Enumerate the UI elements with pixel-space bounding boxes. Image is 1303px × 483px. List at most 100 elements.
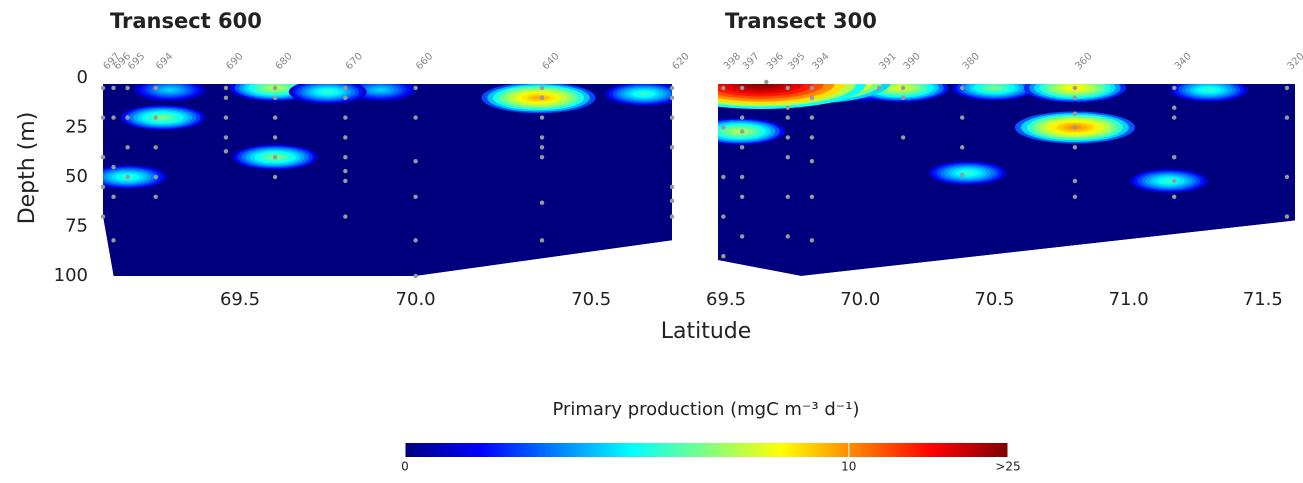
sample-point <box>343 135 348 140</box>
sample-point <box>125 115 130 120</box>
sample-point <box>100 214 106 219</box>
sample-point <box>809 115 815 120</box>
sample-point <box>1284 115 1290 120</box>
station-label: 394 <box>810 51 831 72</box>
sample-point <box>153 115 158 120</box>
sample-point <box>1284 85 1290 91</box>
sample-point <box>809 194 815 199</box>
sample-point <box>272 115 278 120</box>
sample-point <box>343 155 348 160</box>
sample-point <box>272 135 278 140</box>
sample-point <box>1072 95 1078 101</box>
contour-level <box>729 83 793 92</box>
hotspot <box>963 171 972 175</box>
sample-point <box>1172 105 1177 110</box>
sample-point <box>272 174 278 180</box>
sample-point <box>900 135 906 140</box>
sample-point <box>539 115 545 120</box>
sample-point <box>1172 178 1177 184</box>
sample-point <box>785 194 790 199</box>
sample-point <box>721 254 726 259</box>
sample-point <box>125 145 130 150</box>
station-label: 397 <box>741 51 762 72</box>
station-label: 620 <box>670 51 691 72</box>
sample-point <box>669 184 675 190</box>
sample-point <box>539 155 545 160</box>
sample-point <box>125 174 130 180</box>
colorbar-tick-label: >25 <box>995 460 1020 474</box>
y-axis-label: Depth (m) <box>15 112 40 225</box>
sample-point <box>413 194 418 199</box>
station-label: 680 <box>274 51 295 72</box>
sample-point <box>111 115 116 120</box>
contour-field <box>718 83 1295 276</box>
sample-point <box>960 172 965 178</box>
sample-point <box>539 238 545 243</box>
sample-point <box>669 115 675 120</box>
x-tick-label: 70.0 <box>396 289 436 310</box>
sample-point <box>785 155 790 160</box>
sample-point <box>1284 174 1290 180</box>
sample-point <box>739 174 745 180</box>
sample-point <box>272 95 278 101</box>
hotspot <box>990 86 999 90</box>
sample-point <box>900 85 906 91</box>
sample-point <box>876 85 882 91</box>
sample-point <box>960 85 965 91</box>
sample-point <box>343 214 348 219</box>
station-label: 380 <box>961 51 982 72</box>
sample-point <box>785 234 790 239</box>
sample-point <box>223 95 229 101</box>
sample-point <box>721 85 726 91</box>
sample-point <box>413 85 418 91</box>
sample-point <box>1072 125 1078 130</box>
colorbar-tick-label: 10 <box>841 460 856 474</box>
sample-point <box>785 115 790 120</box>
station-label: 390 <box>902 51 923 72</box>
station-label: 396 <box>765 51 786 72</box>
hotspot <box>1164 179 1173 183</box>
station-label: 694 <box>154 51 175 72</box>
station-label: 391 <box>877 51 898 72</box>
sample-point <box>721 174 726 180</box>
sample-point <box>343 85 348 91</box>
sample-point <box>1172 115 1177 120</box>
sample-point <box>343 115 348 120</box>
sample-point <box>960 145 965 150</box>
sample-point <box>223 85 229 91</box>
colorbar-tick-label: 0 <box>401 460 409 474</box>
sample-point <box>153 174 158 180</box>
x-tick-label: 69.5 <box>706 289 746 310</box>
sample-point <box>539 135 545 140</box>
x-axis-label: Latitude <box>661 319 752 344</box>
station-label: 395 <box>786 51 807 72</box>
sample-point <box>223 135 229 140</box>
sample-point <box>739 194 745 199</box>
colorbar-title: Primary production (mgC m⁻³ d⁻¹) <box>552 399 859 420</box>
sample-point <box>272 155 278 160</box>
station-label: 640 <box>541 51 562 72</box>
sample-point <box>1172 155 1177 160</box>
sample-point <box>539 85 545 91</box>
contour-field <box>103 83 672 276</box>
y-tick-label: 75 <box>65 216 88 237</box>
hotspot <box>158 116 167 119</box>
station-label: 340 <box>1173 51 1194 72</box>
hotspot <box>640 92 648 96</box>
station-label: 360 <box>1073 51 1094 72</box>
y-tick-label: 100 <box>54 265 88 286</box>
sample-point <box>343 178 348 184</box>
sample-point <box>669 145 675 150</box>
sample-point <box>111 85 116 91</box>
hotspot <box>750 83 772 87</box>
contour-level <box>739 83 782 89</box>
sample-point <box>669 85 675 91</box>
sample-point <box>785 135 790 140</box>
sample-point <box>539 200 545 205</box>
sample-point <box>785 105 790 110</box>
sample-point <box>153 145 158 150</box>
panel-title: Transect 300 <box>725 9 877 33</box>
sample-point <box>739 115 745 120</box>
sample-point <box>111 194 116 199</box>
sample-point <box>153 194 158 199</box>
